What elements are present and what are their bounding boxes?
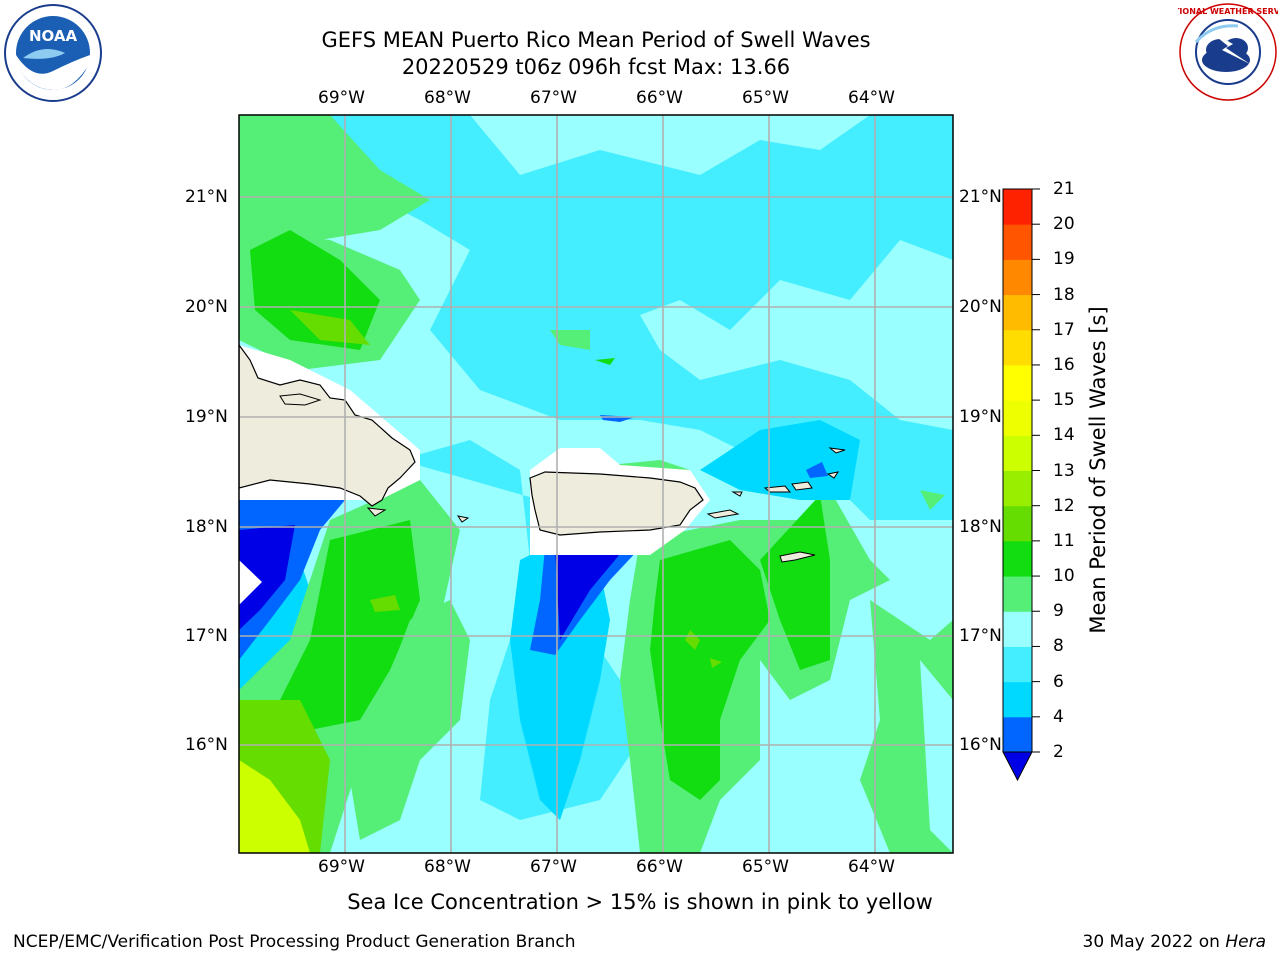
lat-label-right: 19°N bbox=[959, 407, 1002, 427]
lat-label-right: 18°N bbox=[959, 517, 1002, 537]
lon-label-top: 68°W bbox=[424, 88, 471, 108]
lat-label-right: 16°N bbox=[959, 735, 1002, 755]
map-frame bbox=[238, 114, 954, 854]
lat-label-right: 20°N bbox=[959, 297, 1002, 317]
colorbar-band bbox=[1003, 646, 1032, 683]
colorbar-band bbox=[1003, 681, 1032, 718]
map-gridlines bbox=[239, 115, 953, 853]
colorbar-band bbox=[1003, 364, 1032, 401]
lon-label-top: 66°W bbox=[636, 88, 683, 108]
lat-label-right: 21°N bbox=[959, 187, 1002, 207]
colorbar-tick-label: 10 bbox=[1053, 566, 1075, 587]
footer-credit: NCEP/EMC/Verification Post Processing Pr… bbox=[13, 932, 576, 952]
colorbar-band bbox=[1003, 576, 1032, 612]
lon-label-bottom: 67°W bbox=[530, 857, 577, 877]
colorbar-band bbox=[1003, 505, 1032, 542]
swell-period-field bbox=[239, 115, 953, 853]
colorbar-tick-label: 6 bbox=[1053, 671, 1064, 692]
colorbar-tick-label: 14 bbox=[1053, 425, 1075, 446]
colorbar-tick-label: 18 bbox=[1053, 284, 1075, 305]
colorbar-tick-label: 16 bbox=[1053, 354, 1075, 375]
colorbar-tick-label: 20 bbox=[1053, 214, 1075, 235]
colorbar-band bbox=[1003, 470, 1032, 507]
lat-label-left: 16°N bbox=[185, 735, 228, 755]
colorbar-band bbox=[1003, 540, 1032, 577]
colorbar-tick-label: 11 bbox=[1053, 530, 1075, 551]
colorbar-tick-label: 2 bbox=[1053, 742, 1064, 762]
lat-label-left: 17°N bbox=[185, 626, 228, 646]
lon-label-bottom: 69°W bbox=[318, 857, 365, 877]
colorbar-tick-label: 9 bbox=[1053, 601, 1064, 622]
colorbar-tick-label: 4 bbox=[1053, 706, 1064, 727]
chart-title: GEFS MEAN Puerto Rico Mean Period of Swe… bbox=[321, 28, 871, 52]
lat-label-left: 21°N bbox=[185, 187, 228, 207]
sea-ice-note: Sea Ice Concentration > 15% is shown in … bbox=[347, 890, 933, 914]
noaa-logo: NOAA bbox=[3, 3, 103, 103]
lon-label-top: 64°W bbox=[848, 88, 895, 108]
lat-label-left: 19°N bbox=[185, 407, 228, 427]
nws-logo: NATIONAL WEATHER SERVICE bbox=[1162, 2, 1280, 102]
lon-label-top: 65°W bbox=[742, 88, 789, 108]
lon-label-bottom: 64°W bbox=[848, 857, 895, 877]
colorbar-tick-label: 21 bbox=[1053, 179, 1075, 199]
footer-date-text: 30 May 2022 on bbox=[1082, 932, 1220, 952]
footer-date: 30 May 2022 on Hera bbox=[1083, 932, 1267, 952]
colorbar-band bbox=[1003, 716, 1032, 753]
colorbar-tick-label: 19 bbox=[1053, 249, 1075, 270]
colorbar-band bbox=[1003, 400, 1032, 436]
colorbar-label: Mean Period of Swell Waves [s] bbox=[1086, 306, 1110, 634]
colorbar-tick-label: 8 bbox=[1053, 636, 1064, 657]
footer-host: Hera bbox=[1225, 932, 1266, 952]
colorbar-band bbox=[1003, 611, 1032, 647]
lon-label-top: 69°W bbox=[318, 88, 365, 108]
lon-label-top: 67°W bbox=[530, 88, 577, 108]
colorbar-extension bbox=[1002, 751, 1033, 782]
svg-text:NATIONAL WEATHER SERVICE: NATIONAL WEATHER SERVICE bbox=[1178, 7, 1278, 16]
colorbar-tick-label: 12 bbox=[1053, 495, 1075, 516]
colorbar-frame bbox=[1002, 188, 1033, 753]
noaa-logo-text: NOAA bbox=[29, 27, 78, 45]
colorbar-band bbox=[1003, 329, 1032, 366]
chart-subtitle: 20220529 t06z 096h fcst Max: 13.66 bbox=[401, 55, 791, 79]
colorbar-tick-label: 13 bbox=[1053, 460, 1075, 481]
colorbar bbox=[1002, 188, 1040, 782]
colorbar-tick-label: 15 bbox=[1053, 390, 1075, 411]
lon-label-bottom: 68°W bbox=[424, 857, 471, 877]
lon-label-bottom: 65°W bbox=[742, 857, 789, 877]
lat-label-left: 18°N bbox=[185, 517, 228, 537]
colorbar-tick-label: 17 bbox=[1053, 319, 1075, 340]
lat-label-right: 17°N bbox=[959, 626, 1002, 646]
colorbar-band bbox=[1003, 435, 1032, 471]
lon-label-bottom: 66°W bbox=[636, 857, 683, 877]
colorbar-band bbox=[1003, 294, 1032, 331]
colorbar-band bbox=[1003, 224, 1032, 260]
lat-label-left: 20°N bbox=[185, 297, 228, 317]
colorbar-band bbox=[1003, 189, 1032, 225]
colorbar-band bbox=[1003, 259, 1032, 296]
